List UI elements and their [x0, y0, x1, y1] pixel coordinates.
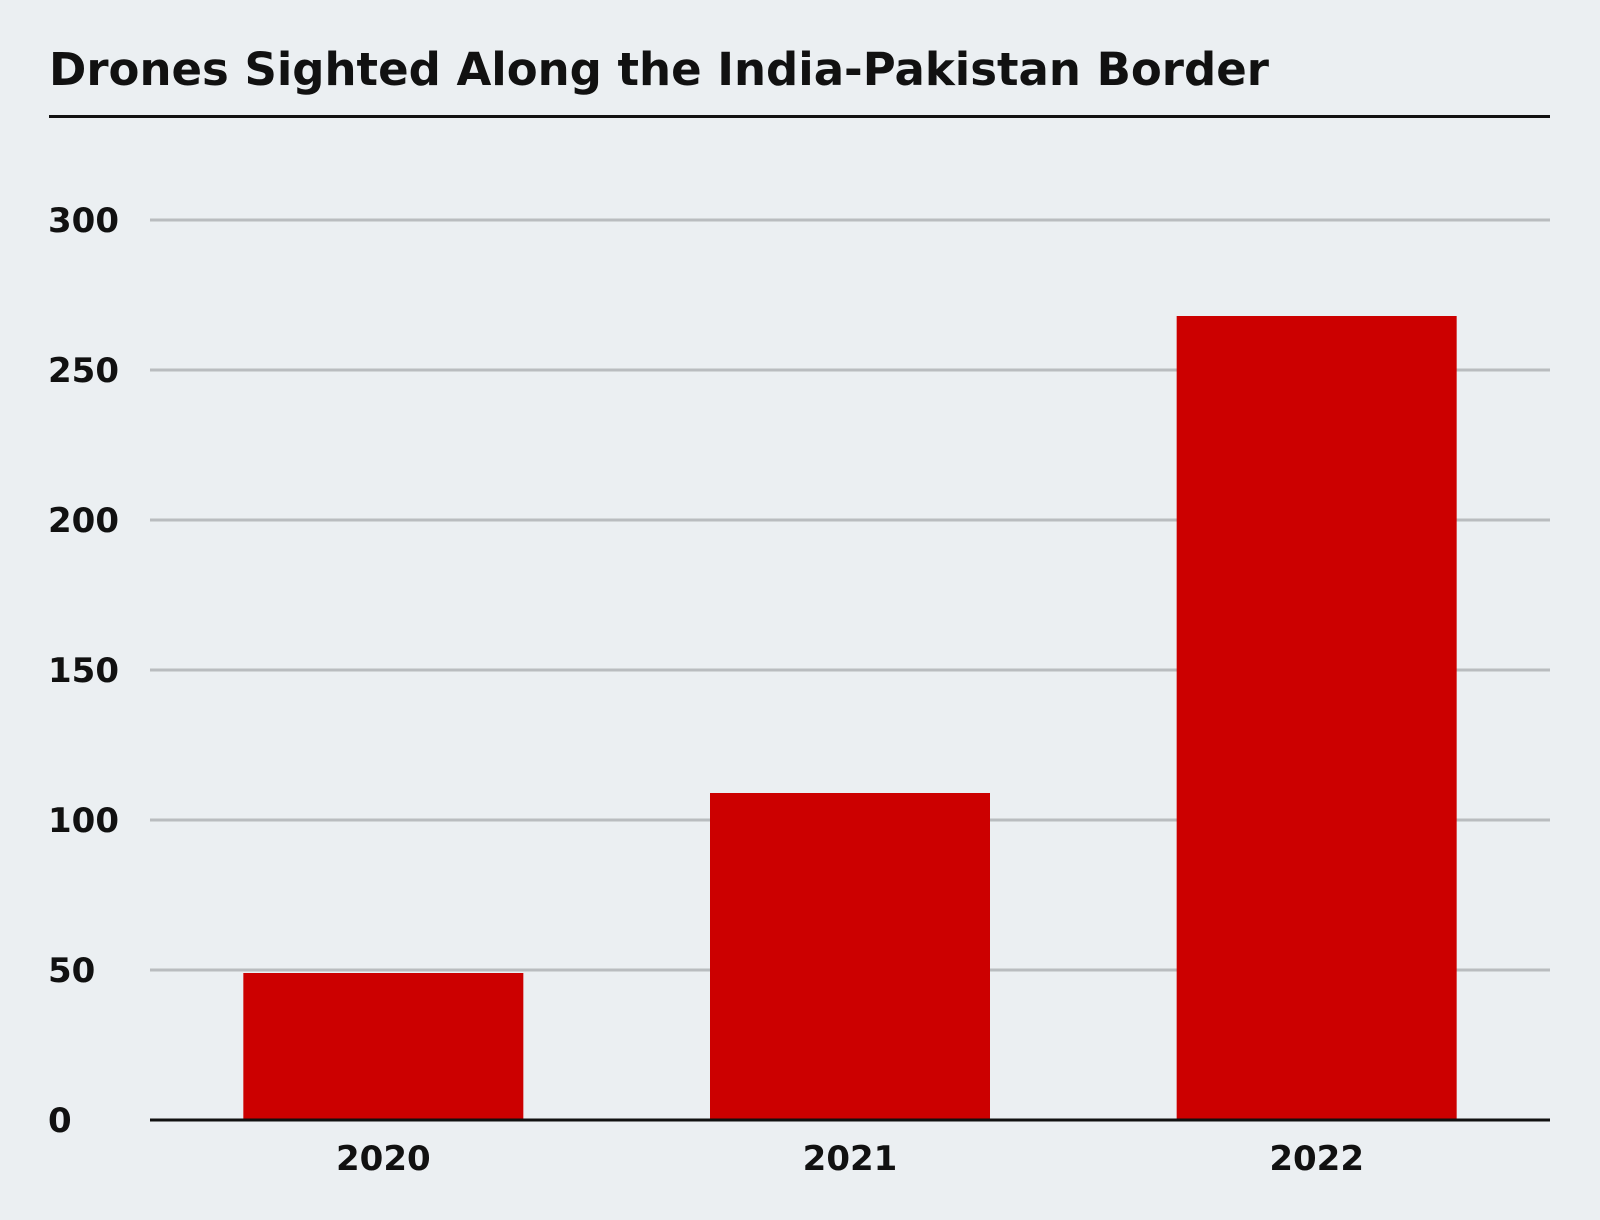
- x-tick-label: 2020: [336, 1139, 431, 1179]
- title-divider: [49, 115, 1550, 118]
- chart-title: Drones Sighted Along the India-Pakistan …: [49, 43, 1269, 96]
- bars: [243, 316, 1457, 1120]
- y-tick-label: 200: [48, 501, 119, 541]
- y-tick-label: 50: [48, 951, 95, 991]
- bar-2021: [710, 793, 990, 1120]
- y-tick-label: 150: [48, 651, 119, 691]
- y-tick-label: 0: [48, 1101, 72, 1141]
- x-axis-ticks: 2020 2021 2022: [336, 1139, 1364, 1179]
- y-tick-label: 300: [48, 201, 119, 241]
- y-tick-label: 100: [48, 801, 119, 841]
- y-axis-ticks: 0 50 100 150 200 250 300: [48, 201, 119, 1141]
- x-tick-label: 2021: [803, 1139, 898, 1179]
- bar-2020: [243, 973, 524, 1120]
- y-tick-label: 250: [48, 351, 119, 391]
- x-tick-label: 2022: [1269, 1139, 1364, 1179]
- bar-2022: [1176, 316, 1457, 1120]
